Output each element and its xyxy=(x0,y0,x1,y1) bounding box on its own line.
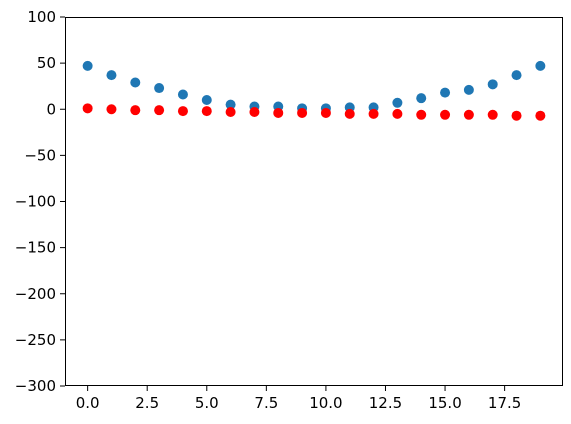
y-tick-label: −250 xyxy=(15,331,56,349)
series-1-point xyxy=(130,77,141,88)
y-tick-label: 0 xyxy=(46,100,56,118)
series-1-point xyxy=(225,99,236,110)
series-1-point xyxy=(416,93,427,104)
y-tick-label: 100 xyxy=(27,8,56,26)
series-2-point xyxy=(463,109,474,120)
series-1-point xyxy=(392,97,403,108)
y-tick-label: 50 xyxy=(37,54,56,72)
data-points xyxy=(82,60,546,121)
series-2-point xyxy=(201,106,212,117)
series-2-point xyxy=(82,103,93,114)
series-2-point xyxy=(511,110,522,121)
series-2-point xyxy=(130,105,141,116)
x-tick-label: 15.0 xyxy=(428,394,461,412)
y-tick-label: −200 xyxy=(15,285,56,303)
series-2-point xyxy=(225,107,236,118)
x-tick-label: 7.5 xyxy=(254,394,278,412)
series-2-point xyxy=(416,109,427,120)
series-1-point xyxy=(177,89,188,100)
series-2-point xyxy=(249,107,260,118)
series-2-point xyxy=(535,110,546,121)
series-1-point xyxy=(201,95,212,106)
plot-frame xyxy=(65,17,563,386)
series-2-point xyxy=(177,106,188,117)
series-1-point xyxy=(463,84,474,95)
x-tick-label: 12.5 xyxy=(369,394,402,412)
series-2-point xyxy=(487,109,498,120)
series-2-point xyxy=(368,108,379,119)
series-1-point xyxy=(440,87,451,98)
series-2-point xyxy=(106,104,117,115)
series-1-point xyxy=(82,60,93,71)
y-axis: 100 50 0 −50 −100 −150 −200 −250 −300 xyxy=(15,8,65,395)
y-tick-label: −50 xyxy=(24,146,56,164)
y-tick-label: −100 xyxy=(15,193,56,211)
x-tick-label: 0.0 xyxy=(76,394,100,412)
x-axis: 0.0 2.5 5.0 7.5 10.0 12.5 15.0 17.5 xyxy=(76,386,521,412)
series-1-point xyxy=(487,79,498,90)
series-1-point xyxy=(511,70,522,81)
x-tick-label: 5.0 xyxy=(195,394,219,412)
series-1-point xyxy=(535,60,546,71)
x-tick-label: 2.5 xyxy=(135,394,159,412)
y-tick-label: −300 xyxy=(15,377,56,395)
y-tick-label: −150 xyxy=(15,239,56,257)
series-2-point xyxy=(320,107,331,118)
series-2-point xyxy=(440,109,451,120)
series-1-point xyxy=(106,70,117,81)
series-2-point xyxy=(297,107,308,118)
series-1-point xyxy=(154,83,165,94)
x-tick-label: 17.5 xyxy=(488,394,521,412)
x-tick-label: 10.0 xyxy=(309,394,342,412)
series-2-point xyxy=(154,105,165,116)
series-2-point xyxy=(344,108,355,119)
series-2-point xyxy=(392,108,403,119)
series-2-point xyxy=(273,107,284,118)
